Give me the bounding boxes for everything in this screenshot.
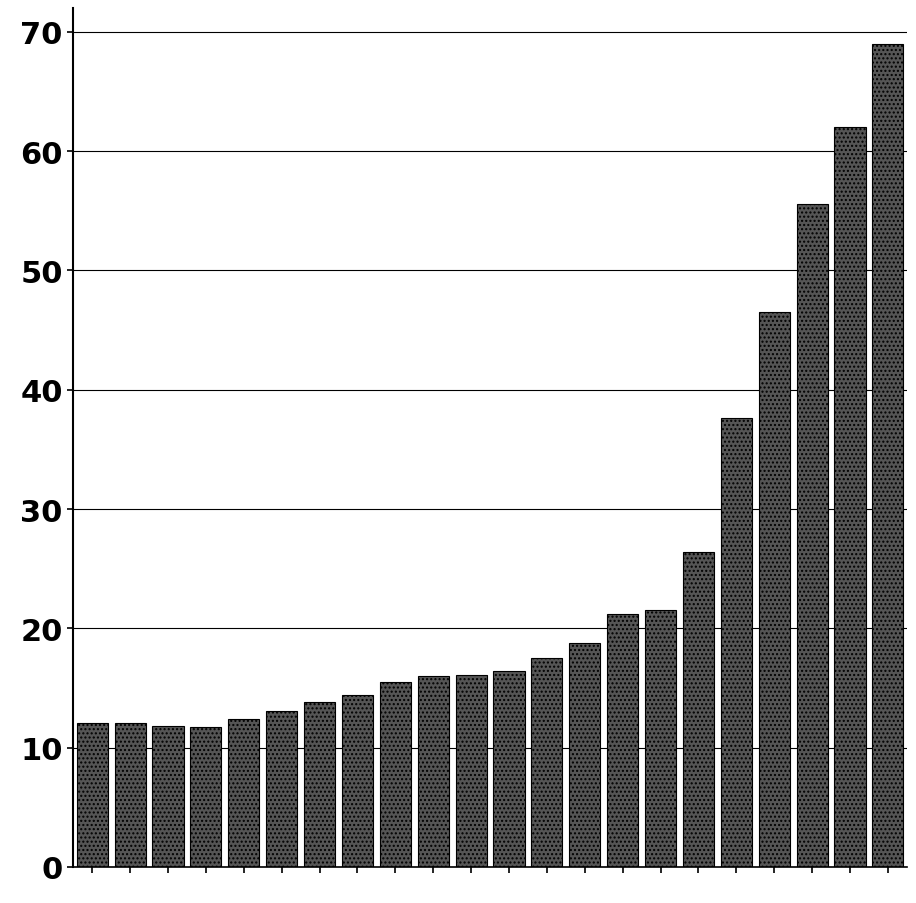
Bar — [418, 676, 449, 867]
Bar — [380, 682, 411, 867]
Bar — [77, 722, 108, 867]
Bar — [228, 719, 259, 867]
Bar — [645, 610, 676, 867]
Bar — [342, 695, 373, 867]
Bar — [191, 728, 222, 867]
Bar — [872, 45, 903, 867]
Bar — [721, 419, 752, 867]
Bar — [758, 312, 790, 867]
Bar — [304, 703, 335, 867]
Bar — [569, 643, 600, 867]
Bar — [267, 711, 297, 867]
Bar — [455, 675, 486, 867]
Bar — [152, 726, 183, 867]
Bar — [797, 204, 828, 867]
Bar — [607, 614, 638, 867]
Bar — [531, 658, 562, 867]
Bar — [114, 722, 146, 867]
Bar — [834, 128, 866, 867]
Bar — [494, 672, 525, 867]
Bar — [683, 553, 714, 867]
